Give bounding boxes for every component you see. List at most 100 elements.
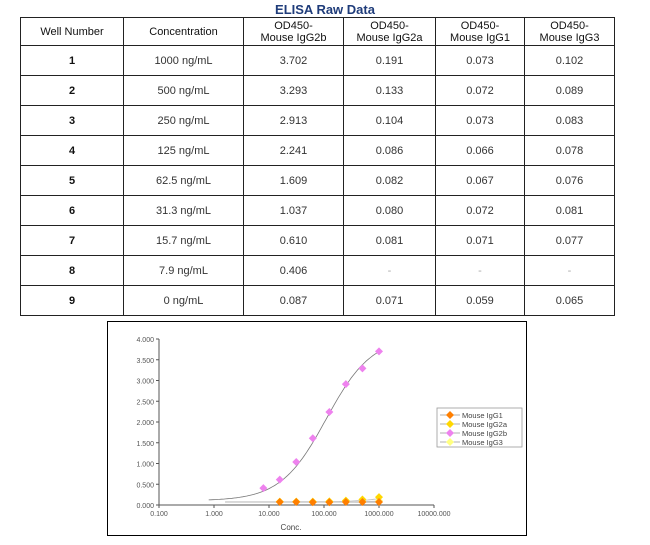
cell-od-igg2a: 0.191 (343, 45, 436, 76)
cell-od-igg1: 0.072 (435, 75, 525, 106)
header-concentration: Concentration (123, 17, 244, 46)
cell-concentration: 500 ng/mL (123, 75, 244, 106)
legend-marker-icon (446, 438, 454, 446)
header-label: OD450- (550, 19, 589, 32)
cell-od-igg1: 0.059 (435, 285, 525, 316)
legend-marker-icon (446, 429, 454, 437)
data-point-mouse-igg1 (275, 498, 284, 507)
y-tick-label: 3.000 (136, 379, 154, 386)
header-igg2a: OD450- Mouse IgG2a (343, 17, 436, 46)
cell-concentration: 62.5 ng/mL (123, 165, 244, 196)
y-tick-label: 2.500 (136, 399, 154, 406)
cell-od-igg3: - (524, 255, 615, 286)
cell-od-igg2b: 0.406 (243, 255, 344, 286)
header-label: OD450- (274, 19, 313, 32)
cell-well-number: 3 (20, 105, 124, 136)
cell-od-igg2a: 0.133 (343, 75, 436, 106)
cell-od-igg2a: 0.086 (343, 135, 436, 166)
cell-concentration: 7.9 ng/mL (123, 255, 244, 286)
header-label: OD450- (370, 19, 409, 32)
cell-od-igg1: 0.073 (435, 45, 525, 76)
x-tick-label: 10000.000 (417, 511, 450, 518)
cell-concentration: 125 ng/mL (123, 135, 244, 166)
y-tick-label: 1.000 (136, 462, 154, 469)
data-point-mouse-igg2b (275, 475, 284, 484)
cell-od-igg1: 0.073 (435, 105, 525, 136)
header-label: OD450- (460, 19, 500, 32)
header-label: Concentration (149, 25, 218, 38)
header-label: Mouse IgG1 (450, 31, 510, 44)
data-point-mouse-igg1 (325, 498, 334, 507)
fit-curve (225, 500, 379, 503)
y-tick-label: 0.000 (136, 503, 154, 510)
legend-label: Mouse IgG3 (462, 438, 503, 447)
cell-well-number: 4 (20, 135, 124, 166)
x-tick-label: 0.100 (150, 511, 168, 518)
header-well-number: Well Number (20, 17, 124, 46)
cell-concentration: 250 ng/mL (123, 105, 244, 136)
header-label: Mouse IgG2b (260, 31, 327, 44)
data-point-mouse-igg2b (325, 407, 334, 416)
cell-od-igg2a: 0.081 (343, 225, 436, 256)
header-igg3: OD450- Mouse IgG3 (524, 17, 615, 46)
cell-od-igg1: - (435, 255, 525, 286)
x-tick-label: 1000.000 (364, 511, 393, 518)
data-point-mouse-igg1 (308, 498, 317, 507)
elisa-standard-curve-chart: 0.000 0.500 1.000 1.500 2.000 2.500 3.000 3.500… (107, 321, 527, 536)
data-point-mouse-igg1 (292, 498, 301, 507)
data-point-mouse-igg1 (375, 497, 383, 506)
data-point-mouse-igg1 (358, 498, 367, 507)
y-tick-label: 3.500 (136, 358, 154, 365)
cell-od-igg3: 0.076 (524, 165, 615, 196)
data-point-mouse-igg2b (341, 380, 350, 389)
legend-label: Mouse IgG1 (462, 411, 503, 420)
fit-curve (208, 351, 380, 501)
data-point-mouse-igg1 (341, 497, 350, 506)
cell-concentration: 0 ng/mL (123, 285, 244, 316)
cell-well-number: 7 (20, 225, 124, 256)
cell-well-number: 1 (20, 45, 124, 76)
cell-well-number: 8 (20, 255, 124, 286)
y-tick-label: 0.500 (136, 482, 154, 489)
x-tick-label: 10.000 (258, 511, 280, 518)
cell-well-number: 2 (20, 75, 124, 106)
x-tick-label: 1.000 (205, 511, 223, 518)
elisa-raw-data-table: Well Number Concentration OD450- Mouse Ig… (20, 17, 615, 316)
cell-od-igg2b: 3.702 (243, 45, 344, 76)
cell-od-igg2b: 1.609 (243, 165, 344, 196)
cell-od-igg1: 0.072 (435, 195, 525, 226)
cell-od-igg2b: 0.610 (243, 225, 344, 256)
table-header-row: Well Number Concentration OD450- Mouse Ig… (20, 17, 615, 46)
cell-well-number: 9 (20, 285, 124, 316)
header-label: Mouse IgG2a (356, 31, 423, 44)
x-tick-label: 100.000 (311, 511, 336, 518)
cell-od-igg2a: 0.082 (343, 165, 436, 196)
legend-label: Mouse IgG2b (462, 429, 507, 438)
page-title: ELISA Raw Data (275, 2, 375, 17)
cell-od-igg2a: 0.080 (343, 195, 436, 226)
cell-od-igg2b: 0.087 (243, 285, 344, 316)
cell-od-igg2a: 0.104 (343, 105, 436, 136)
y-tick-label: 2.000 (136, 420, 154, 427)
cell-od-igg3: 0.081 (524, 195, 615, 226)
data-point-mouse-igg2b (292, 457, 301, 466)
header-label: Mouse IgG3 (539, 31, 600, 44)
legend-label: Mouse IgG2a (462, 420, 508, 429)
header-igg2b: OD450- Mouse IgG2b (243, 17, 344, 46)
cell-od-igg2b: 1.037 (243, 195, 344, 226)
y-tick-label: 4.000 (136, 337, 154, 344)
data-point-mouse-igg2b (308, 434, 317, 443)
cell-well-number: 5 (20, 165, 124, 196)
cell-od-igg3: 0.089 (524, 75, 615, 106)
cell-od-igg2a: - (343, 255, 436, 286)
cell-od-igg2b: 3.293 (243, 75, 344, 106)
cell-od-igg1: 0.066 (435, 135, 525, 166)
y-tick-label: 1.500 (136, 441, 154, 448)
cell-concentration: 31.3 ng/mL (123, 195, 244, 226)
cell-od-igg3: 0.083 (524, 105, 615, 136)
cell-od-igg3: 0.078 (524, 135, 615, 166)
cell-od-igg3: 0.077 (524, 225, 615, 256)
legend-marker-icon (446, 411, 454, 419)
legend-marker-icon (446, 420, 454, 428)
header-igg1: OD450- Mouse IgG1 (435, 17, 525, 46)
